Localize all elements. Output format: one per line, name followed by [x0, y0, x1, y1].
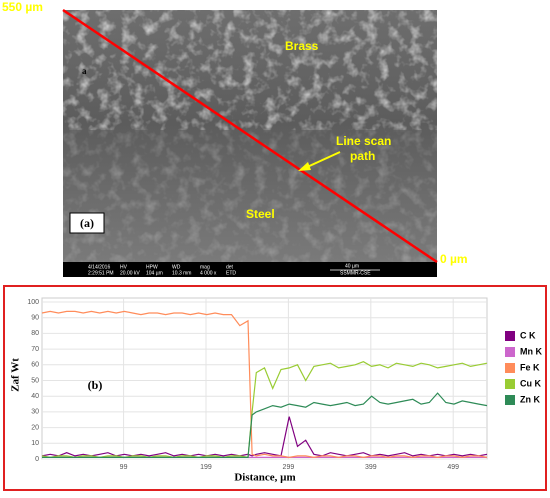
legend-swatch — [505, 331, 515, 341]
panel-label: (b) — [88, 378, 103, 392]
info-text: 4 000 x — [200, 270, 217, 276]
scale-end: 0 µm — [440, 252, 468, 266]
x-tick-label: 199 — [200, 464, 212, 471]
series-line — [41, 310, 488, 459]
chart: 0 10 20 30 40 50 60 70 80 90 100 99 199 299 399 499 C K M… — [27, 297, 542, 471]
info-text: ETD — [226, 270, 236, 276]
steel-texture — [63, 130, 437, 262]
y-tick-label: 50 — [31, 377, 39, 384]
y-tick-label: 10 — [31, 440, 39, 447]
x-tick-label: 299 — [283, 464, 295, 471]
info-text: 2:29:51 PM — [88, 270, 114, 276]
info-text: 20.00 kV — [120, 270, 140, 276]
legend-label: Zn K — [520, 394, 540, 404]
x-tick-label: 499 — [447, 464, 459, 471]
x-axis-label: Distance, µm — [234, 472, 295, 484]
y-tick-label: 60 — [31, 362, 39, 369]
legend-swatch — [505, 347, 515, 357]
info-text: HV — [120, 264, 128, 270]
y-tick-label: 20 — [31, 424, 39, 431]
y-tick-label: 100 — [27, 299, 39, 306]
legend-swatch — [505, 395, 515, 405]
legend-label: C K — [520, 330, 536, 340]
series-line — [41, 361, 488, 459]
y-tick-label: 70 — [31, 346, 39, 353]
line-scan-label: Line scan — [336, 134, 391, 148]
marker: a — [82, 66, 87, 76]
brass-label: Brass — [285, 39, 319, 53]
info-text: 104 µm — [146, 270, 163, 276]
sem-image — [62, 8, 438, 277]
plot-area — [41, 297, 488, 460]
arrow-head — [298, 162, 311, 171]
info-text: 40 µm — [345, 263, 359, 269]
info-text: SSMMR-CSE — [340, 270, 371, 276]
scale-start: 550 µm — [2, 0, 43, 14]
panel-box — [69, 212, 105, 234]
x-tick-label: 99 — [120, 464, 128, 471]
legend-swatch — [505, 363, 515, 373]
x-tick-label: 399 — [365, 464, 377, 471]
info-text: det — [226, 264, 234, 270]
info-text: 10.3 mm — [172, 270, 191, 276]
legend-label: Mn K — [520, 346, 542, 356]
y-tick-label: 0 — [35, 456, 39, 463]
legend-label: Cu K — [520, 378, 541, 388]
steel-label: Steel — [246, 207, 275, 221]
info-text: WD — [172, 264, 181, 270]
chart-frame — [3, 285, 547, 491]
scan-line — [62, 8, 438, 264]
arrow-shaft — [304, 151, 341, 169]
y-tick-label: 40 — [31, 393, 39, 400]
legend-swatch — [505, 379, 515, 389]
line-scan-label: path — [350, 149, 375, 163]
panel-label: (a) — [80, 216, 94, 230]
series-line — [42, 392, 488, 458]
y-tick-label: 80 — [31, 330, 39, 337]
legend-label: Fe K — [520, 362, 540, 372]
y-tick-label: 30 — [31, 409, 39, 416]
info-text: HPW — [146, 264, 158, 270]
info-text: mag — [200, 264, 210, 270]
info-bar — [63, 262, 437, 277]
y-axis-label: Zaf Wt — [10, 358, 22, 392]
info-text: 4/14/2016 — [88, 264, 110, 270]
brass-texture — [63, 10, 437, 130]
y-tick-label: 90 — [31, 315, 39, 322]
